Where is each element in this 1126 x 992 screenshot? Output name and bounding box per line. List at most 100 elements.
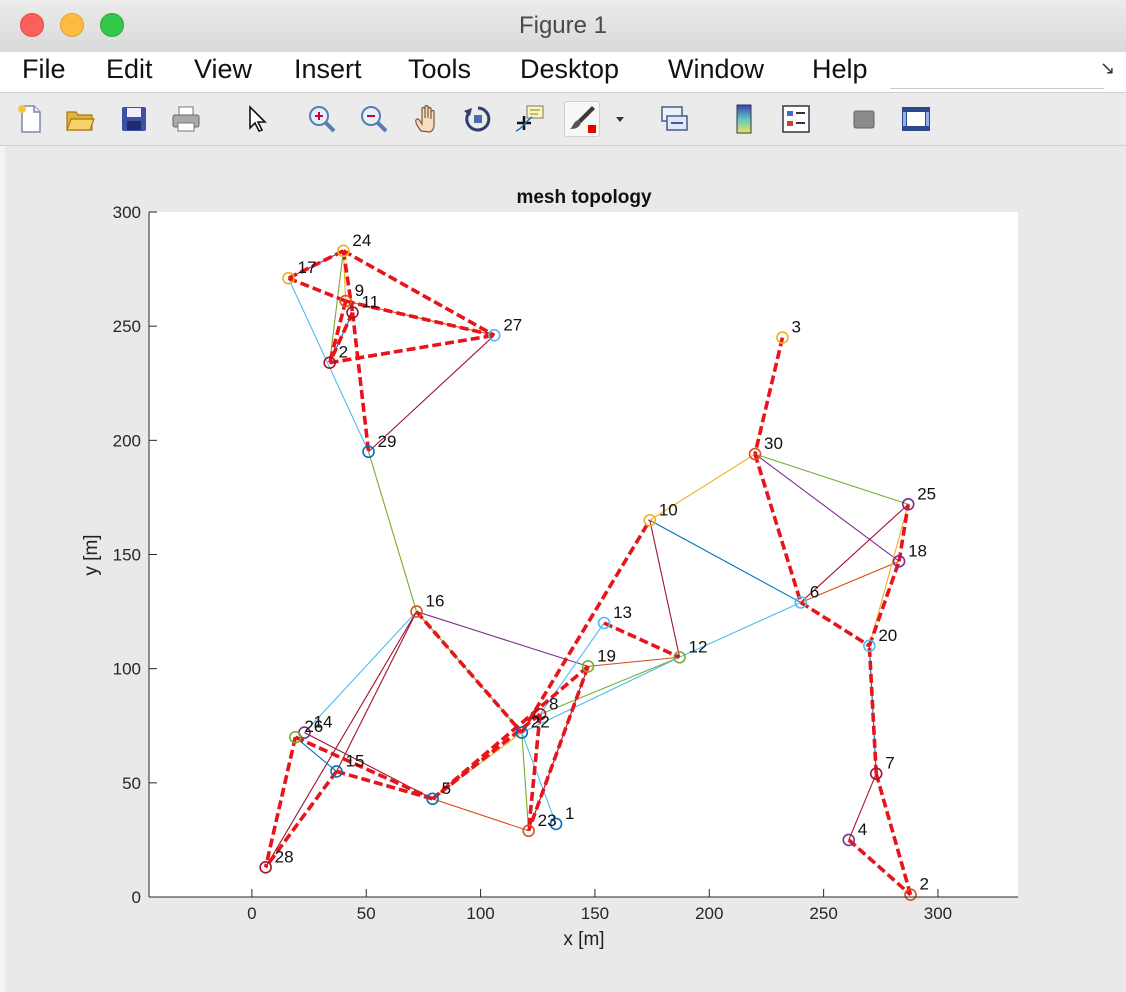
path-link-7-20 xyxy=(867,645,879,774)
save-icon[interactable] xyxy=(116,101,152,137)
node-10[interactable] xyxy=(643,513,657,527)
link-24-21 xyxy=(329,250,344,363)
close-button[interactable] xyxy=(20,13,44,37)
node-5[interactable] xyxy=(426,792,439,806)
node-9[interactable] xyxy=(339,294,352,308)
path-layer xyxy=(263,249,913,897)
y-tick-label-300: 300 xyxy=(113,203,141,222)
node-2[interactable] xyxy=(904,888,917,902)
node-label-8: 8 xyxy=(549,694,558,713)
node-21[interactable] xyxy=(323,356,336,370)
x-tick-label-150: 150 xyxy=(581,904,609,923)
node-22[interactable] xyxy=(515,726,529,739)
node-4[interactable] xyxy=(842,833,856,847)
node-23[interactable] xyxy=(522,824,535,838)
path-link-18-25 xyxy=(897,503,911,562)
menu-insert[interactable]: Insert xyxy=(294,54,362,84)
print-icon[interactable] xyxy=(168,101,204,137)
y-tick-label-250: 250 xyxy=(113,317,141,336)
menu-window[interactable]: Window xyxy=(668,54,765,84)
node-25[interactable] xyxy=(901,497,915,511)
x-tick-label-200: 200 xyxy=(695,904,723,923)
node-label-18: 18 xyxy=(908,541,927,560)
rotate-3d-icon[interactable] xyxy=(460,101,496,137)
x-tick-label-100: 100 xyxy=(466,904,494,923)
link-5-23 xyxy=(432,798,529,832)
minimize-button[interactable] xyxy=(60,13,84,37)
new-figure-icon[interactable] xyxy=(12,101,48,137)
link-22-23 xyxy=(521,732,530,831)
node-30[interactable] xyxy=(748,447,762,461)
node-label-6: 6 xyxy=(810,582,819,601)
y-tick-label-150: 150 xyxy=(113,546,141,565)
node-label-13: 13 xyxy=(613,603,632,622)
dock-arrow-icon[interactable]: ↘ xyxy=(1100,58,1116,78)
node-label-23: 23 xyxy=(538,811,557,830)
node-29[interactable] xyxy=(362,445,375,459)
node-8[interactable] xyxy=(533,708,547,721)
node-label-14: 14 xyxy=(314,713,333,732)
path-link-20-18 xyxy=(867,560,901,647)
node-label-26: 26 xyxy=(304,717,323,736)
brush-dropdown-icon[interactable] xyxy=(610,101,630,137)
link-16-28 xyxy=(265,611,418,868)
node-19[interactable] xyxy=(581,660,595,673)
link-16-14 xyxy=(304,611,417,733)
node-28[interactable] xyxy=(259,861,272,874)
path-link-16-22 xyxy=(415,610,524,734)
menu-separator xyxy=(890,88,1104,89)
pan-hand-icon[interactable] xyxy=(410,101,446,137)
show-plot-tools-icon[interactable] xyxy=(898,101,934,137)
node-label-16: 16 xyxy=(426,592,445,611)
zoom-button[interactable] xyxy=(100,13,124,37)
node-3[interactable] xyxy=(776,331,789,344)
path-link-24-11 xyxy=(341,250,355,313)
node-label-28: 28 xyxy=(275,847,294,866)
menu-file[interactable]: File xyxy=(22,54,66,84)
link-27-29 xyxy=(368,334,495,453)
node-17[interactable] xyxy=(282,271,295,285)
open-file-icon[interactable] xyxy=(62,101,98,137)
node-20[interactable] xyxy=(863,639,876,653)
node-13[interactable] xyxy=(597,616,611,630)
node-24[interactable] xyxy=(337,244,350,258)
path-link-8-5 xyxy=(431,712,542,801)
node-16[interactable] xyxy=(410,605,423,618)
data-cursor-icon[interactable] xyxy=(512,101,548,137)
hide-plot-tools-icon[interactable] xyxy=(846,101,882,137)
zoom-in-icon[interactable] xyxy=(304,101,340,137)
window-edge xyxy=(0,146,5,992)
link-plot-icon[interactable] xyxy=(656,101,692,137)
node-15[interactable] xyxy=(330,765,343,778)
node-1[interactable] xyxy=(549,817,563,831)
node-6[interactable] xyxy=(794,596,808,609)
menu-edit[interactable]: Edit xyxy=(106,54,153,84)
colorbar-icon[interactable] xyxy=(726,101,762,137)
node-label-19: 19 xyxy=(597,646,616,665)
pointer-icon[interactable] xyxy=(238,101,274,137)
menu-view[interactable]: View xyxy=(194,54,253,84)
chart-title: mesh topology xyxy=(516,187,652,208)
legend-icon[interactable] xyxy=(778,101,814,137)
y-tick-label-50: 50 xyxy=(122,774,141,793)
menu-tools[interactable]: Tools xyxy=(408,54,472,84)
path-link-7-2 xyxy=(874,773,913,896)
path-link-15-28 xyxy=(264,770,338,869)
node-27[interactable] xyxy=(488,328,501,342)
link-12-6 xyxy=(679,601,801,658)
node-11[interactable] xyxy=(346,306,359,319)
menu-desktop[interactable]: Desktop xyxy=(520,54,620,84)
zoom-out-icon[interactable] xyxy=(356,101,392,137)
path-link-11-21 xyxy=(328,311,355,364)
node-7[interactable] xyxy=(869,767,883,781)
node-18[interactable] xyxy=(892,555,906,568)
brush-icon[interactable] xyxy=(564,101,600,137)
path-link-6-20 xyxy=(799,600,871,648)
node-26[interactable] xyxy=(289,730,302,744)
link-9-27 xyxy=(345,300,495,336)
y-tick-label-0: 0 xyxy=(132,888,141,907)
menu-help[interactable]: Help xyxy=(812,54,868,84)
path-link-5-15 xyxy=(336,769,434,801)
node-12[interactable] xyxy=(673,650,686,664)
